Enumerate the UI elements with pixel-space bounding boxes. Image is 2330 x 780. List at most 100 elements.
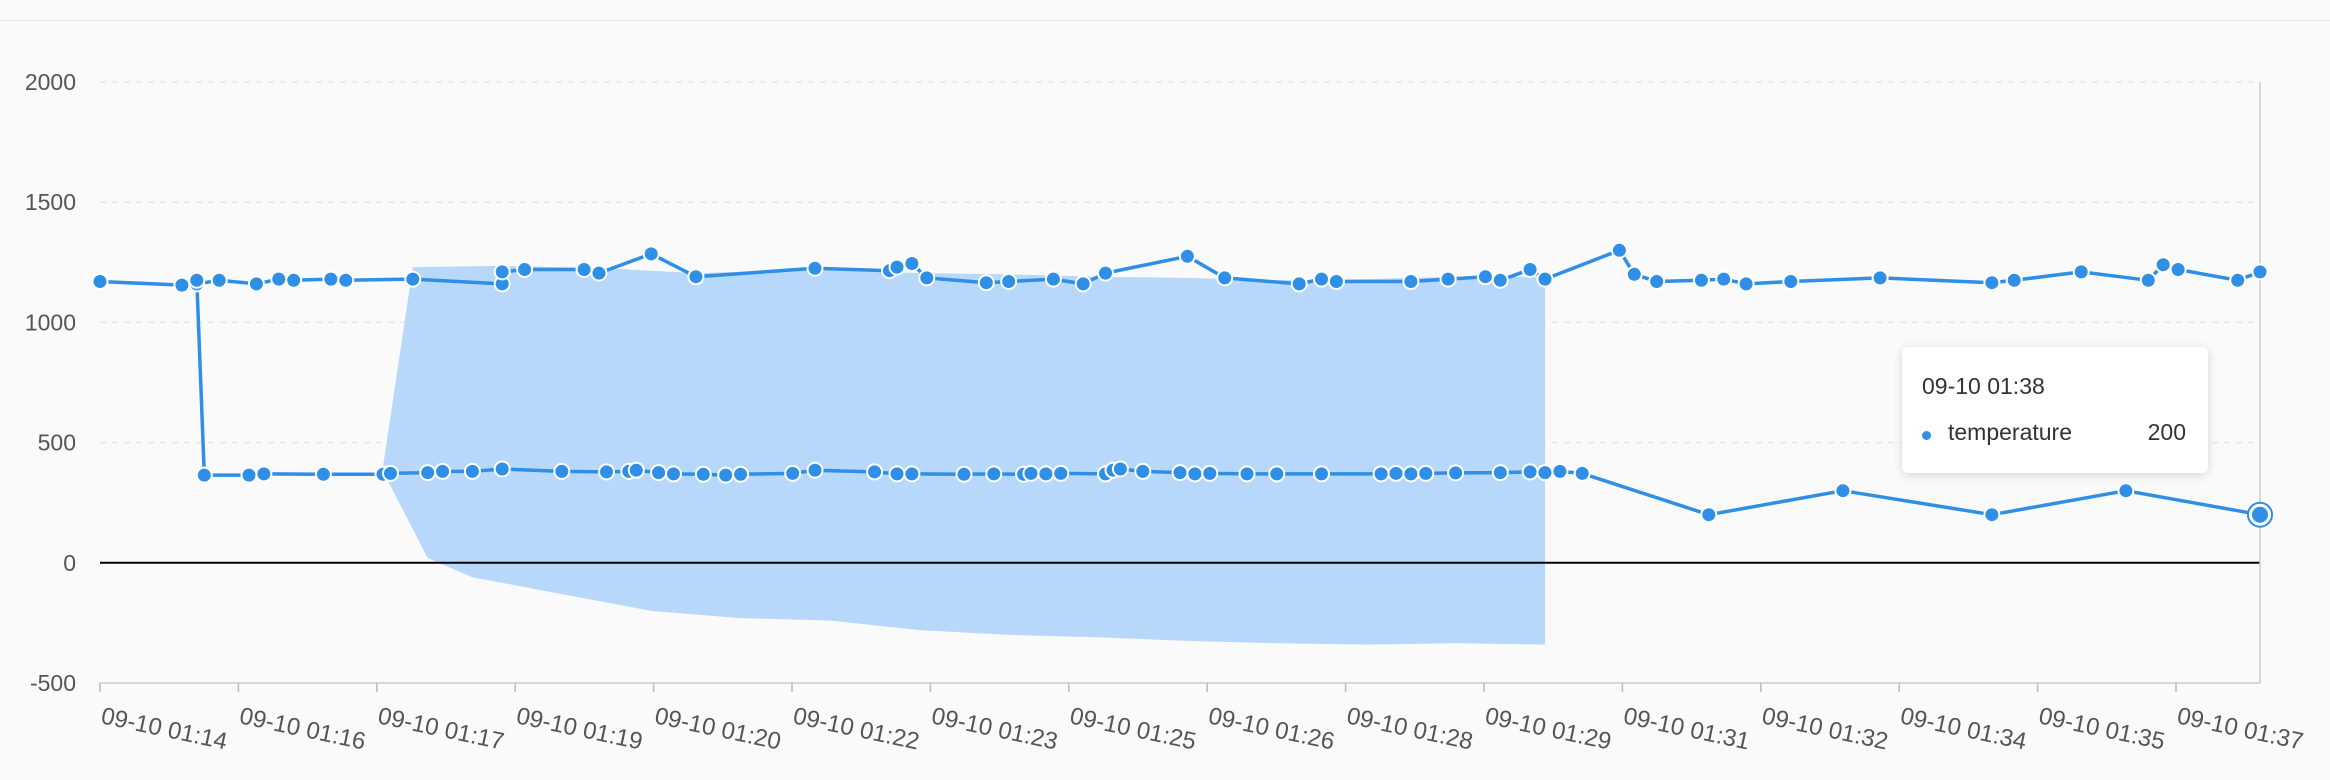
data-point[interactable]	[977, 274, 995, 292]
data-point[interactable]	[888, 465, 906, 483]
data-point[interactable]	[1782, 273, 1800, 290]
data-point[interactable]	[1700, 506, 1718, 524]
data-point[interactable]	[337, 271, 355, 289]
data-point[interactable]	[1201, 464, 1219, 482]
data-point[interactable]	[1268, 465, 1286, 483]
data-point[interactable]	[866, 463, 884, 481]
data-point[interactable]	[590, 264, 608, 282]
data-point[interactable]	[463, 462, 481, 480]
data-point[interactable]	[1313, 465, 1330, 483]
data-point[interactable]	[575, 261, 593, 278]
data-point[interactable]	[1491, 464, 1509, 482]
data-point[interactable]	[1022, 464, 1040, 482]
data-point[interactable]	[2072, 263, 2090, 281]
data-point[interactable]	[888, 258, 906, 276]
data-point[interactable]	[553, 462, 571, 480]
data-point[interactable]	[1447, 464, 1465, 482]
data-point[interactable]	[1536, 270, 1554, 288]
data-point[interactable]	[2139, 271, 2157, 289]
data-point[interactable]	[1037, 465, 1055, 483]
series-points[interactable]	[91, 241, 2273, 528]
data-point[interactable]	[903, 465, 921, 483]
data-point[interactable]	[1521, 261, 1539, 278]
data-point[interactable]	[516, 261, 534, 278]
data-point[interactable]	[247, 275, 265, 293]
data-point[interactable]	[1313, 270, 1330, 288]
data-point[interactable]	[1074, 275, 1092, 293]
data-point[interactable]	[173, 276, 191, 294]
data-point[interactable]	[1610, 241, 1628, 259]
data-point[interactable]	[1692, 271, 1710, 289]
data-point[interactable]	[285, 271, 303, 289]
data-point[interactable]	[419, 464, 437, 482]
data-point[interactable]	[1476, 268, 1494, 286]
data-point[interactable]	[434, 462, 452, 480]
data-point[interactable]	[270, 270, 288, 288]
data-point[interactable]	[1000, 273, 1018, 290]
data-point[interactable]	[1178, 247, 1196, 265]
data-point[interactable]	[1186, 465, 1204, 483]
data-point[interactable]	[903, 255, 921, 272]
data-point[interactable]	[1290, 275, 1308, 293]
data-point[interactable]	[627, 461, 645, 479]
data-point[interactable]	[1871, 269, 1889, 287]
data-point[interactable]	[493, 460, 511, 478]
data-point[interactable]	[665, 465, 682, 483]
data-point[interactable]	[188, 271, 206, 289]
data-point[interactable]	[1573, 464, 1591, 482]
data-point[interactable]	[404, 270, 422, 288]
data-point[interactable]	[1439, 270, 1457, 288]
data-point[interactable]	[694, 465, 712, 483]
data-point[interactable]	[806, 461, 824, 479]
data-point[interactable]	[2229, 271, 2247, 289]
data-point[interactable]	[642, 245, 660, 263]
data-point[interactable]	[1327, 273, 1345, 290]
data-point[interactable]	[1134, 462, 1152, 480]
data-point[interactable]	[955, 465, 973, 483]
data-point[interactable]	[1111, 460, 1129, 478]
data-point[interactable]	[1983, 274, 2001, 292]
data-point[interactable]	[210, 271, 228, 289]
data-point[interactable]	[1536, 464, 1554, 482]
data-point[interactable]	[732, 465, 750, 483]
data-point[interactable]	[1372, 465, 1390, 483]
data-point[interactable]	[784, 464, 802, 482]
data-point[interactable]	[255, 465, 273, 483]
data-point[interactable]	[1402, 465, 1420, 483]
data-point[interactable]	[2251, 263, 2269, 281]
data-point[interactable]	[1737, 275, 1755, 293]
data-point[interactable]	[1052, 464, 1070, 482]
data-point[interactable]	[240, 466, 258, 484]
data-point[interactable]	[322, 270, 340, 288]
data-point[interactable]	[1238, 465, 1256, 483]
data-point[interactable]	[2154, 256, 2172, 274]
data-point[interactable]	[1417, 464, 1435, 482]
data-point[interactable]	[1044, 270, 1062, 288]
data-point[interactable]	[2169, 261, 2187, 278]
data-point[interactable]	[806, 259, 824, 277]
data-point[interactable]	[493, 263, 511, 281]
data-point[interactable]	[717, 466, 735, 484]
data-point[interactable]	[1402, 273, 1420, 290]
data-point[interactable]	[1983, 506, 2001, 524]
data-point[interactable]	[1834, 482, 1852, 500]
data-point[interactable]	[650, 464, 668, 482]
data-point[interactable]	[598, 463, 615, 481]
data-point[interactable]	[91, 273, 109, 290]
data-point[interactable]	[1097, 264, 1114, 282]
data-point[interactable]	[985, 465, 1003, 483]
data-point[interactable]	[1491, 271, 1509, 289]
data-point[interactable]	[1648, 273, 1666, 290]
data-point[interactable]	[918, 269, 936, 287]
data-point[interactable]	[1216, 269, 1234, 287]
data-point[interactable]	[1521, 463, 1539, 481]
data-point[interactable]	[314, 465, 332, 483]
data-point[interactable]	[1551, 462, 1569, 480]
data-point[interactable]	[2117, 482, 2135, 500]
data-point[interactable]	[1625, 265, 1643, 283]
data-point[interactable]	[1387, 464, 1405, 482]
data-point[interactable]	[1171, 464, 1189, 482]
data-point[interactable]	[382, 464, 399, 482]
data-point[interactable]	[1715, 270, 1733, 288]
data-point[interactable]	[2005, 271, 2023, 289]
